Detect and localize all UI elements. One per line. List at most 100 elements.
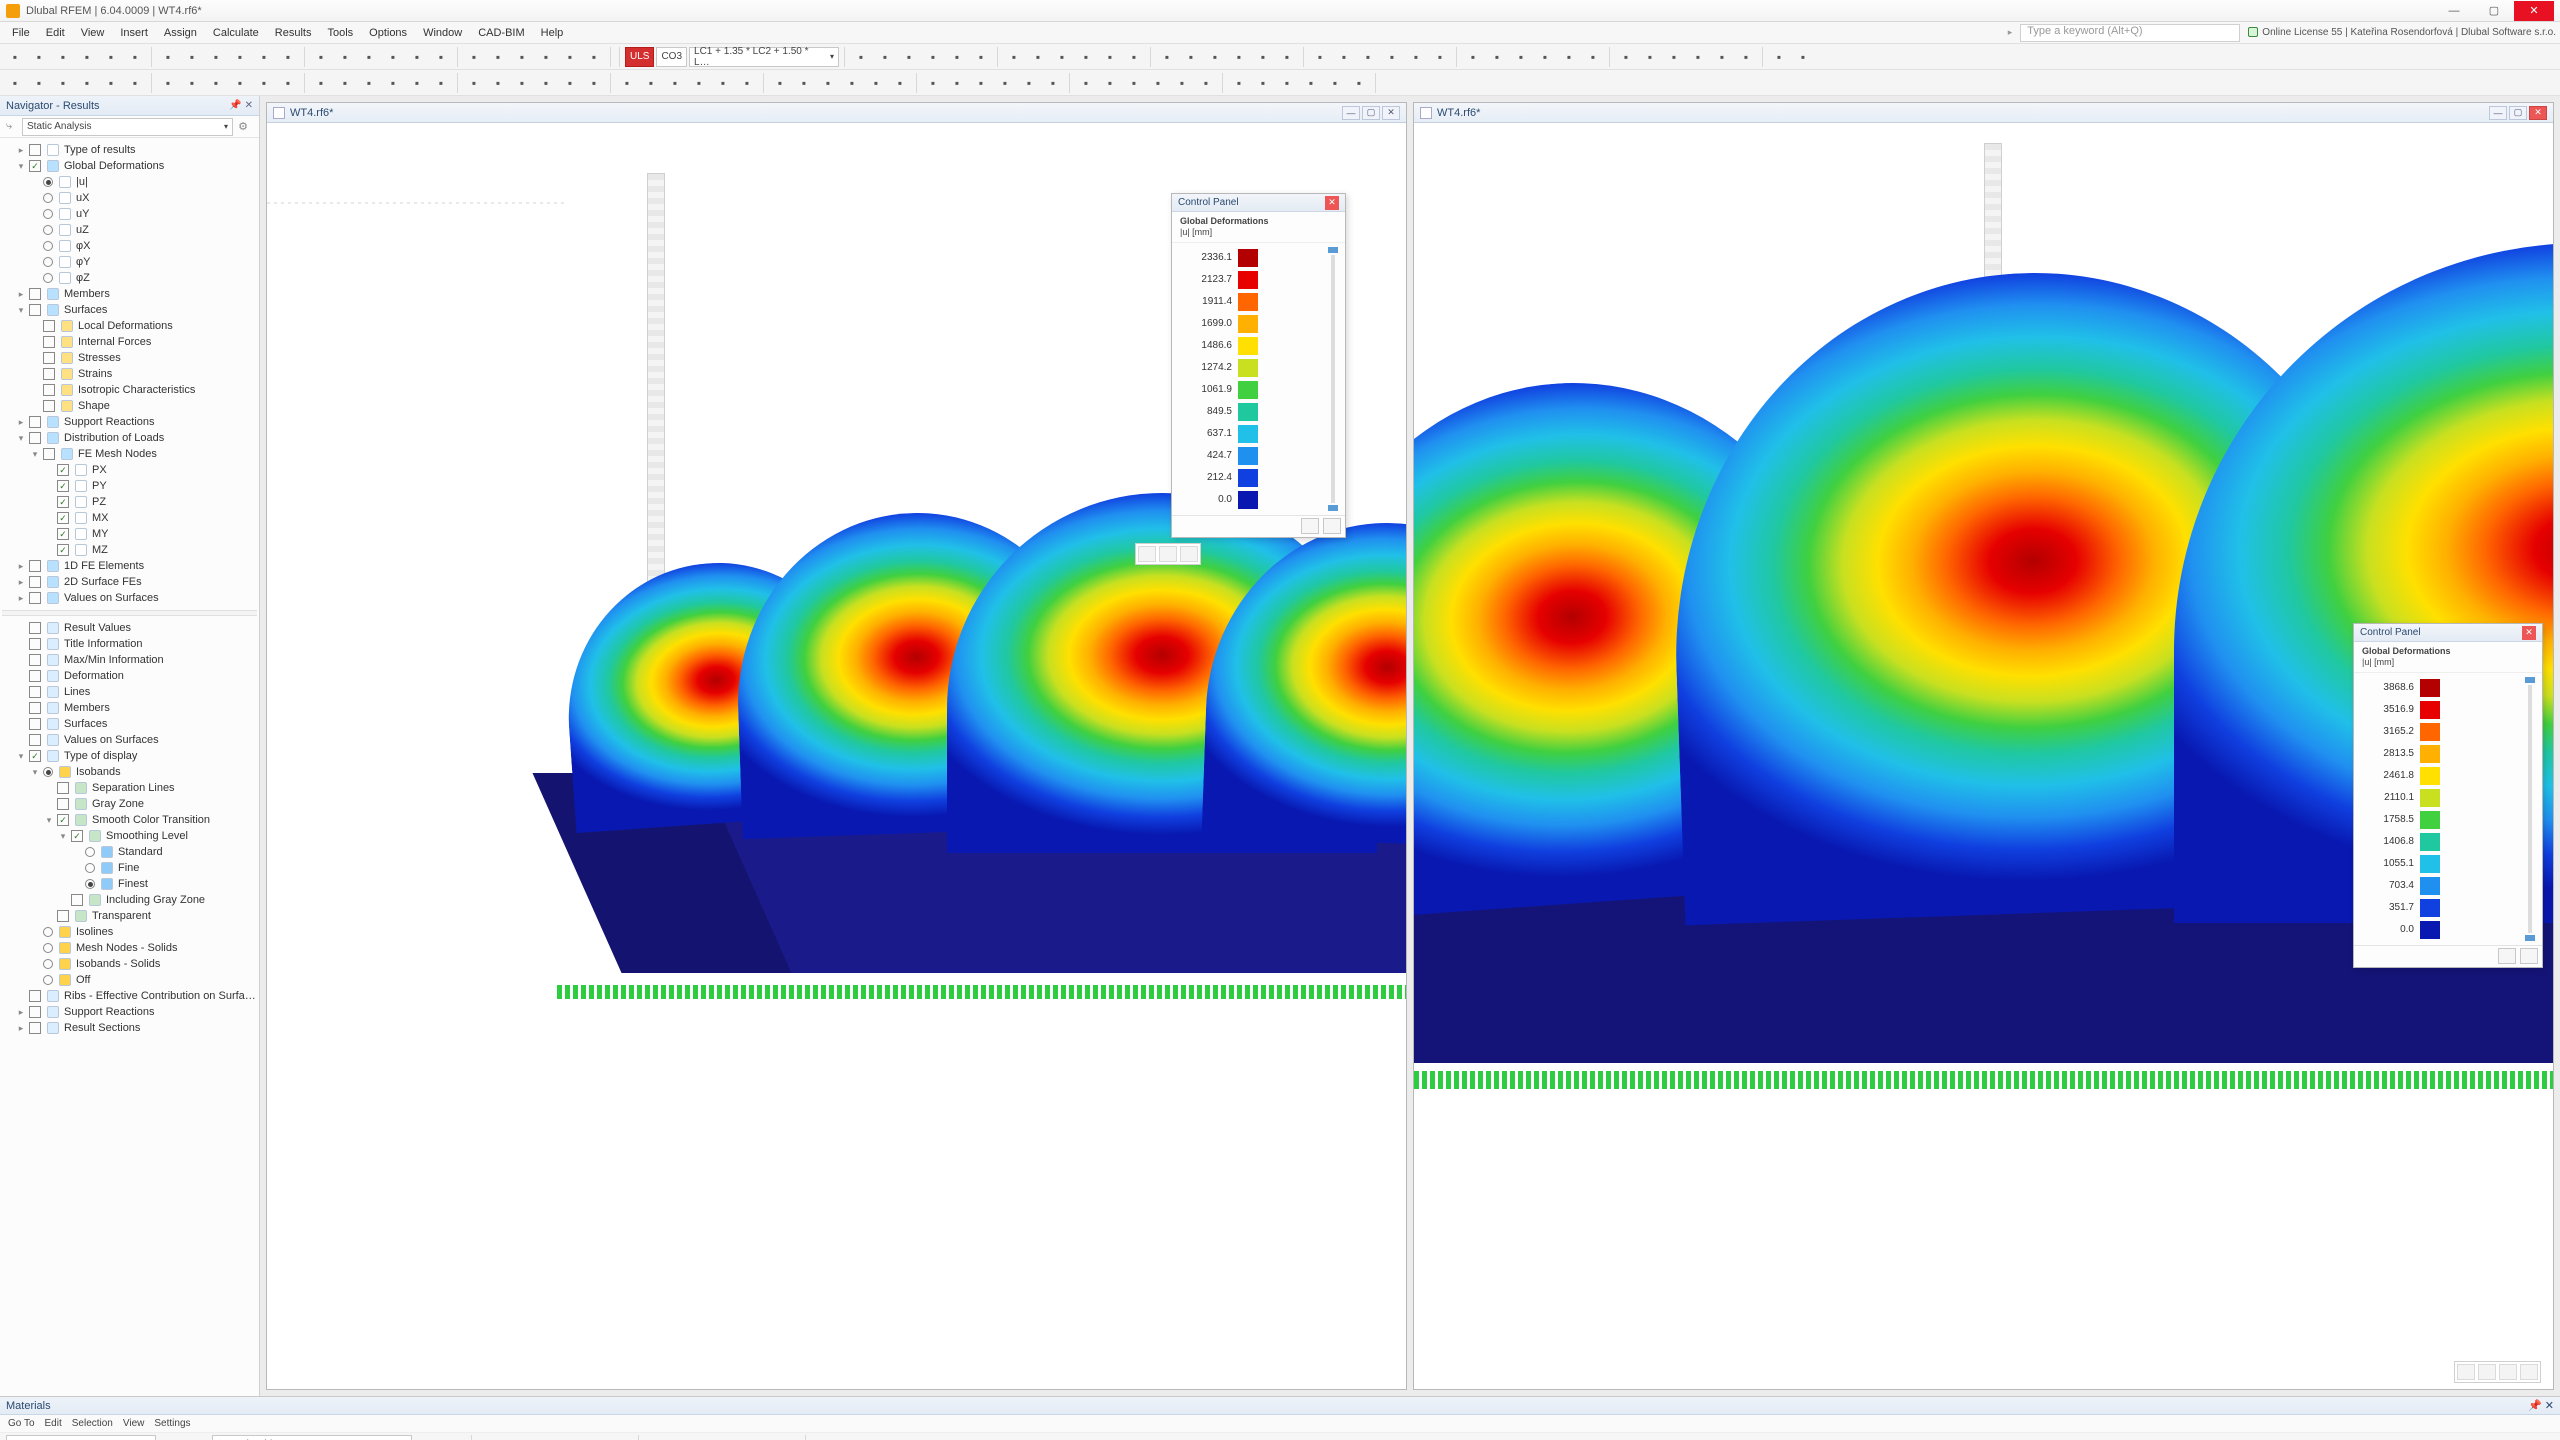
- tree-node[interactable]: φZ: [2, 270, 257, 286]
- tb1-btn-8[interactable]: ▪: [205, 46, 227, 68]
- menu-help[interactable]: Help: [533, 27, 572, 39]
- tree-node[interactable]: Internal Forces: [2, 334, 257, 350]
- radio[interactable]: [43, 193, 53, 203]
- tb1b-btn-29[interactable]: ▪: [1582, 46, 1604, 68]
- mtb-btn-8[interactable]: ▪: [698, 1434, 720, 1440]
- tb2-btn-16[interactable]: ▪: [406, 72, 428, 94]
- tb1-btn-23[interactable]: ▪: [583, 46, 605, 68]
- menu-tools[interactable]: Tools: [319, 27, 361, 39]
- tree-label[interactable]: Standard: [118, 846, 163, 858]
- tb1b-btn-25[interactable]: ▪: [1486, 46, 1508, 68]
- materials-menu-selection[interactable]: Selection: [72, 1418, 113, 1429]
- tree-label[interactable]: Surfaces: [64, 718, 107, 730]
- tree-node[interactable]: Surfaces: [2, 716, 257, 732]
- close-icon[interactable]: ✕: [1325, 196, 1339, 210]
- checkbox[interactable]: [71, 830, 83, 842]
- tree-label[interactable]: Isolines: [76, 926, 113, 938]
- tree-label[interactable]: Values on Surfaces: [64, 734, 159, 746]
- tree-label[interactable]: Separation Lines: [92, 782, 175, 794]
- legend-button[interactable]: [2520, 948, 2538, 964]
- tree-label[interactable]: φX: [76, 240, 90, 252]
- tb1b-btn-7[interactable]: ▪: [1027, 46, 1049, 68]
- tb1b-btn-4[interactable]: ▪: [946, 46, 968, 68]
- mtb-btn-9[interactable]: ▪: [724, 1434, 746, 1440]
- tb2-btn-20[interactable]: ▪: [511, 72, 533, 94]
- tb1-btn-19[interactable]: ▪: [487, 46, 509, 68]
- tree-node[interactable]: Stresses: [2, 350, 257, 366]
- tree-node[interactable]: Max/Min Information: [2, 652, 257, 668]
- tree-label[interactable]: Lines: [64, 686, 90, 698]
- tree-label[interactable]: Support Reactions: [64, 1006, 155, 1018]
- tree-label[interactable]: FE Mesh Nodes: [78, 448, 157, 460]
- tb1b-btn-17[interactable]: ▪: [1276, 46, 1298, 68]
- viewport-close-icon[interactable]: ✕: [1382, 106, 1400, 120]
- tb1-btn-11[interactable]: ▪: [277, 46, 299, 68]
- tb1b-btn-26[interactable]: ▪: [1510, 46, 1532, 68]
- tree-node[interactable]: Isolines: [2, 924, 257, 940]
- radio[interactable]: [43, 943, 53, 953]
- pin-icon[interactable]: 📌 ✕: [229, 100, 253, 111]
- nav-prev-icon[interactable]: ◂: [416, 1434, 438, 1440]
- tb2-btn-27[interactable]: ▪: [688, 72, 710, 94]
- tree-node[interactable]: Lines: [2, 684, 257, 700]
- tb2-btn-19[interactable]: ▪: [487, 72, 509, 94]
- tb2-btn-38[interactable]: ▪: [970, 72, 992, 94]
- tree-node[interactable]: φX: [2, 238, 257, 254]
- tree-label[interactable]: Title Information: [64, 638, 142, 650]
- viewport-2-canvas[interactable]: Control Panel✕ Global Deformations|u| [m…: [1414, 123, 2553, 1389]
- tree-label[interactable]: Local Deformations: [78, 320, 173, 332]
- checkbox[interactable]: [29, 416, 41, 428]
- tree-node[interactable]: uX: [2, 190, 257, 206]
- tree-node[interactable]: ▸Result Sections: [2, 1020, 257, 1036]
- tree-label[interactable]: Result Sections: [64, 1022, 140, 1034]
- tb2-btn-23[interactable]: ▪: [583, 72, 605, 94]
- tb1b-btn-5[interactable]: ▪: [970, 46, 992, 68]
- radio[interactable]: [43, 273, 53, 283]
- tree-node[interactable]: ▸1D FE Elements: [2, 558, 257, 574]
- tree-node[interactable]: Standard: [2, 844, 257, 860]
- tree-node[interactable]: ▸Values on Surfaces: [2, 590, 257, 606]
- tb2-btn-21[interactable]: ▪: [535, 72, 557, 94]
- tree-node[interactable]: Ribs - Effective Contribution on Surfa…: [2, 988, 257, 1004]
- tb2-btn-22[interactable]: ▪: [559, 72, 581, 94]
- tree-label[interactable]: 2D Surface FEs: [64, 576, 142, 588]
- checkbox[interactable]: [57, 782, 69, 794]
- basic-objects-combo[interactable]: ✎Basic Objects▾: [212, 1435, 412, 1440]
- tb1b-btn-34[interactable]: ▪: [1711, 46, 1733, 68]
- minimize-button[interactable]: —: [2434, 1, 2474, 21]
- tb2-btn-4[interactable]: ▪: [100, 72, 122, 94]
- tree-label[interactable]: Isobands: [76, 766, 121, 778]
- tb2-btn-35[interactable]: ▪: [889, 72, 911, 94]
- tree-label[interactable]: Members: [64, 702, 110, 714]
- config-icon[interactable]: ⚙: [233, 120, 253, 133]
- tree-node[interactable]: Strains: [2, 366, 257, 382]
- tb2-btn-0[interactable]: ▪: [4, 72, 26, 94]
- tree-label[interactable]: Finest: [118, 878, 148, 890]
- tree-label[interactable]: uX: [76, 192, 89, 204]
- control-panel-1[interactable]: Control Panel✕ Global Deformations|u| [m…: [1171, 193, 1346, 538]
- tree-node[interactable]: ▾Surfaces: [2, 302, 257, 318]
- tb1b-btn-12[interactable]: ▪: [1156, 46, 1178, 68]
- checkbox[interactable]: [29, 432, 41, 444]
- viewport-1-header[interactable]: WT4.rf6* — ▢ ✕: [267, 103, 1406, 123]
- tb1b-btn-21[interactable]: ▪: [1381, 46, 1403, 68]
- viewport-maximize-icon[interactable]: ▢: [1362, 106, 1380, 120]
- tb1-btn-10[interactable]: ▪: [253, 46, 275, 68]
- menu-view[interactable]: View: [73, 27, 113, 39]
- tree-node[interactable]: ▾FE Mesh Nodes: [2, 446, 257, 462]
- tb1-btn-18[interactable]: ▪: [463, 46, 485, 68]
- materials-toolbar[interactable]: ⌂Structure▾ ◂▸ ✎Basic Objects▾ ◂▸ ▪▪▪▪▪▪…: [0, 1433, 2560, 1440]
- tb1-btn-7[interactable]: ▪: [181, 46, 203, 68]
- tb2-btn-47[interactable]: ▪: [1195, 72, 1217, 94]
- tree-label[interactable]: Smoothing Level: [106, 830, 188, 842]
- tree-node[interactable]: MX: [2, 510, 257, 526]
- tree-node[interactable]: Title Information: [2, 636, 257, 652]
- tb1b-btn-20[interactable]: ▪: [1357, 46, 1379, 68]
- tb2-btn-50[interactable]: ▪: [1276, 72, 1298, 94]
- mini-toolbar[interactable]: [2454, 1361, 2541, 1383]
- tb1b-btn-13[interactable]: ▪: [1180, 46, 1202, 68]
- legend-button[interactable]: [1323, 518, 1341, 534]
- radio[interactable]: [43, 767, 53, 777]
- tb2-btn-15[interactable]: ▪: [382, 72, 404, 94]
- tb2-btn-9[interactable]: ▪: [229, 72, 251, 94]
